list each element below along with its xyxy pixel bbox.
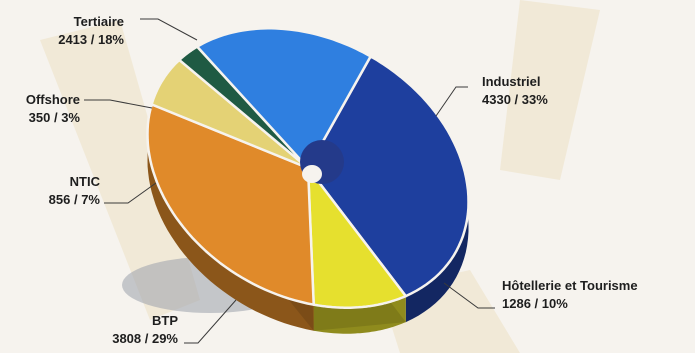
label-btp: BTP bbox=[152, 313, 178, 328]
slice-offshore bbox=[178, 45, 310, 170]
slice-ntic bbox=[150, 58, 310, 170]
center-hole bbox=[300, 140, 344, 184]
leader-line-tertiaire bbox=[140, 18, 198, 41]
value-ntic: 856 / 7% bbox=[49, 192, 101, 207]
label-industriel: Industriel bbox=[482, 74, 541, 89]
bg-stroke-1 bbox=[500, 0, 600, 180]
slice-labels: Industriel 4330 / 33% Hôtellerie et Touris… bbox=[26, 14, 638, 346]
label-offshore: Offshore bbox=[26, 92, 80, 107]
label-hotellerie-et-tourisme: Hôtellerie et Tourisme bbox=[502, 278, 638, 293]
slice-tops bbox=[146, 27, 470, 309]
slice-tertiaire bbox=[195, 27, 372, 170]
label-tertiaire: Tertiaire bbox=[74, 14, 124, 29]
background-decoration bbox=[40, 0, 600, 353]
leader-line-btp bbox=[184, 299, 237, 344]
slice-hotellerie-et-tourisme bbox=[306, 166, 408, 309]
value-btp: 3808 / 29% bbox=[112, 331, 178, 346]
leader-line-industriel bbox=[435, 86, 468, 117]
leader-line-offshore bbox=[84, 99, 153, 109]
value-offshore: 350 / 3% bbox=[29, 110, 81, 125]
leader-line-ntic bbox=[104, 182, 157, 204]
value-tertiaire: 2413 / 18% bbox=[58, 32, 124, 47]
label-ntic: NTIC bbox=[70, 174, 101, 189]
bg-stroke-0 bbox=[40, 20, 200, 320]
value-industriel: 4330 / 33% bbox=[482, 92, 548, 107]
slice-industriel bbox=[306, 55, 470, 298]
value-hotellerie-et-tourisme: 1286 / 10% bbox=[502, 296, 568, 311]
center-hole-gap bbox=[302, 165, 322, 183]
leader-line-hotellerie-et-tourisme bbox=[443, 282, 495, 309]
